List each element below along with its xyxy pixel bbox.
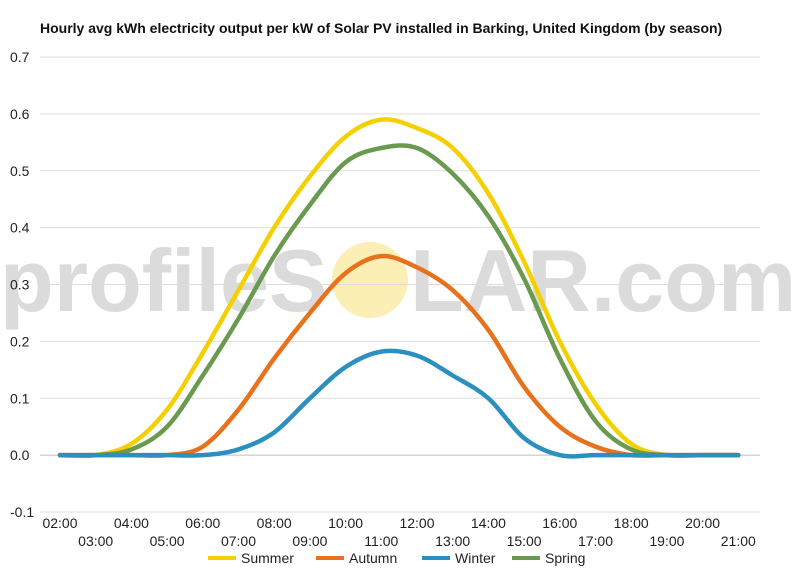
x-tick-label: 20:00 [685,515,720,531]
x-tick-label: 10:00 [328,515,363,531]
gridlines [40,56,760,513]
legend-label-spring: Spring [545,550,585,566]
chart-title: Hourly avg kWh electricity output per kW… [40,20,722,36]
x-tick-label: 09:00 [292,533,327,549]
legend: Summer Autumn Winter Spring [208,550,585,566]
x-tick-label: 06:00 [185,515,220,531]
y-tick-label: 0.1 [10,390,30,406]
watermark: profileS LAR.com [0,231,796,330]
x-tick-label: 03:00 [78,533,113,549]
legend-label-autumn: Autumn [349,550,397,566]
series-line-summer [57,117,741,459]
y-tick-label: 0.0 [10,447,30,463]
series-lines [57,117,741,459]
y-tick-label: 0.6 [10,106,30,122]
x-tick-label: 15:00 [507,533,542,549]
y-tick-label: 0.2 [10,333,30,349]
x-tick-label: 19:00 [649,533,684,549]
x-tick-label: 05:00 [150,533,185,549]
x-tick-label: 13:00 [435,533,470,549]
x-tick-label: 21:00 [721,533,756,549]
x-tick-label: 08:00 [257,515,292,531]
legend-label-winter: Winter [455,550,496,566]
x-tick-label: 17:00 [578,533,613,549]
watermark-sun [332,242,408,318]
x-tick-label: 12:00 [399,515,434,531]
y-tick-label: 0.5 [10,163,30,179]
series-line-winter [57,348,741,459]
y-tick-label: -0.1 [10,504,34,520]
x-tick-label: 11:00 [364,533,398,549]
x-tick-label: 18:00 [614,515,649,531]
y-tick-label: 0.7 [10,49,30,65]
watermark-text-before: profileS [0,231,328,330]
x-tick-label: 14:00 [471,515,506,531]
x-tick-label: 02:00 [42,515,77,531]
axis-labels: -0.1 0.0 0.1 0.2 0.3 0.4 0.5 0.6 0.7 02:0003:0004… [10,49,756,549]
x-tick-label: 16:00 [542,515,577,531]
y-tick-label: 0.4 [10,220,30,236]
x-tick-label: 04:00 [114,515,149,531]
watermark-text-after: LAR.com [410,231,796,330]
x-tick-label: 07:00 [221,533,256,549]
y-tick-label: 0.3 [10,277,30,293]
series-line-spring [57,143,741,458]
legend-label-summer: Summer [241,550,294,566]
